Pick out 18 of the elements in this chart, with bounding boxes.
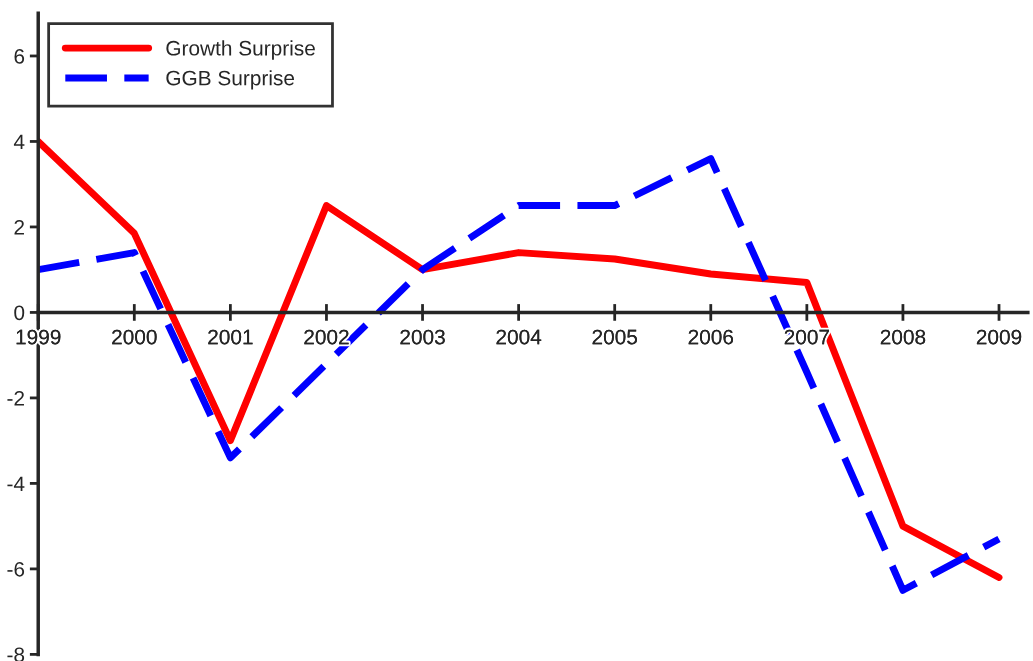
y-tick-label: 0 <box>14 305 25 321</box>
x-tick-label: 2004 <box>496 329 542 345</box>
y-tick-label: 4 <box>13 134 25 149</box>
y-tick-label: -4 <box>7 476 25 491</box>
x-tick-label: 2009 <box>976 329 1022 345</box>
x-tick-label: 2003 <box>400 329 445 345</box>
x-tick-label: 2008 <box>880 329 926 345</box>
x-tick-label: 2002 <box>304 329 349 345</box>
y-tick-label: 6 <box>14 48 25 64</box>
y-tick-label: -6 <box>7 561 25 577</box>
y-tick-label: 2 <box>14 219 24 235</box>
y-tick-label: -2 <box>7 390 24 406</box>
x-tick-label: 2005 <box>592 329 637 345</box>
x-tick-label: 2000 <box>112 329 157 345</box>
x-tick-label: 2006 <box>688 329 734 345</box>
legend-label: GGB Surprise <box>166 70 295 90</box>
legend-label: Growth Surprise <box>166 40 315 60</box>
x-tick-label: 2001 <box>208 329 253 345</box>
